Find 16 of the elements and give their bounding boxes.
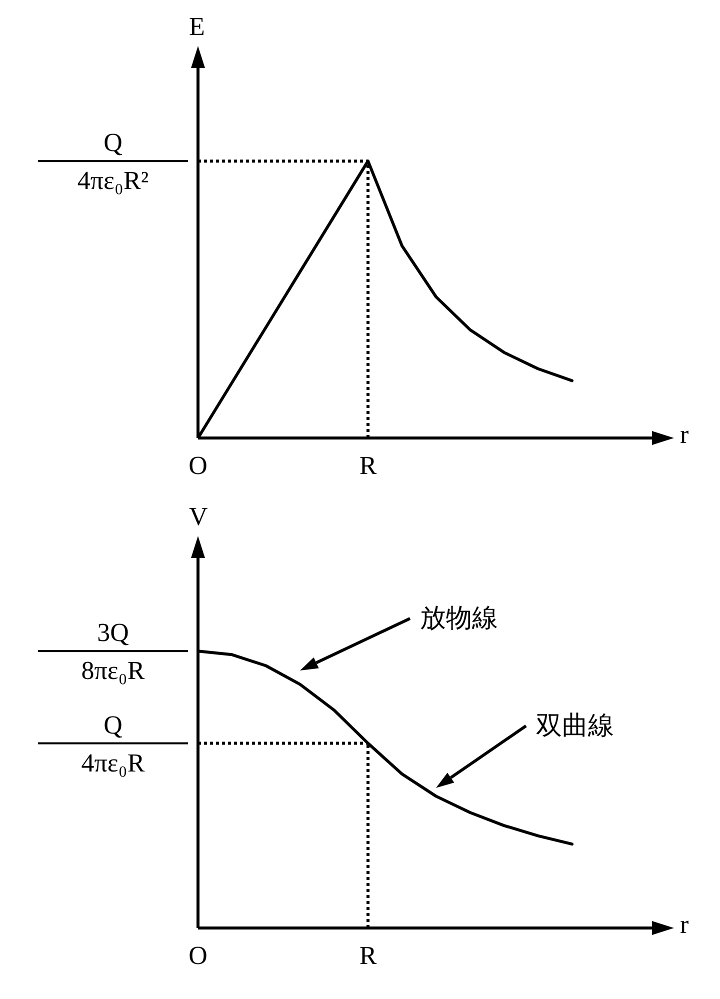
x-tick-label: O [188, 941, 208, 970]
text: 4πε₀R [81, 748, 146, 778]
x-tick-label: O [188, 451, 208, 480]
x-tick-label: R [359, 451, 378, 480]
x-tick-label: R [359, 941, 378, 970]
text: 3Q [97, 618, 130, 648]
y-axis-title: E [189, 12, 205, 42]
annotation: 双曲線 [536, 710, 614, 740]
text: Q [104, 710, 123, 740]
text: 放物線 [420, 603, 498, 632]
x-axis-title: r [680, 910, 689, 940]
text: Q [104, 128, 123, 158]
text: 8πε₀R [81, 656, 146, 686]
x-axis-title: r [680, 420, 689, 450]
y-axis-title: V [189, 502, 208, 532]
text: 4πε₀R² [77, 166, 149, 196]
